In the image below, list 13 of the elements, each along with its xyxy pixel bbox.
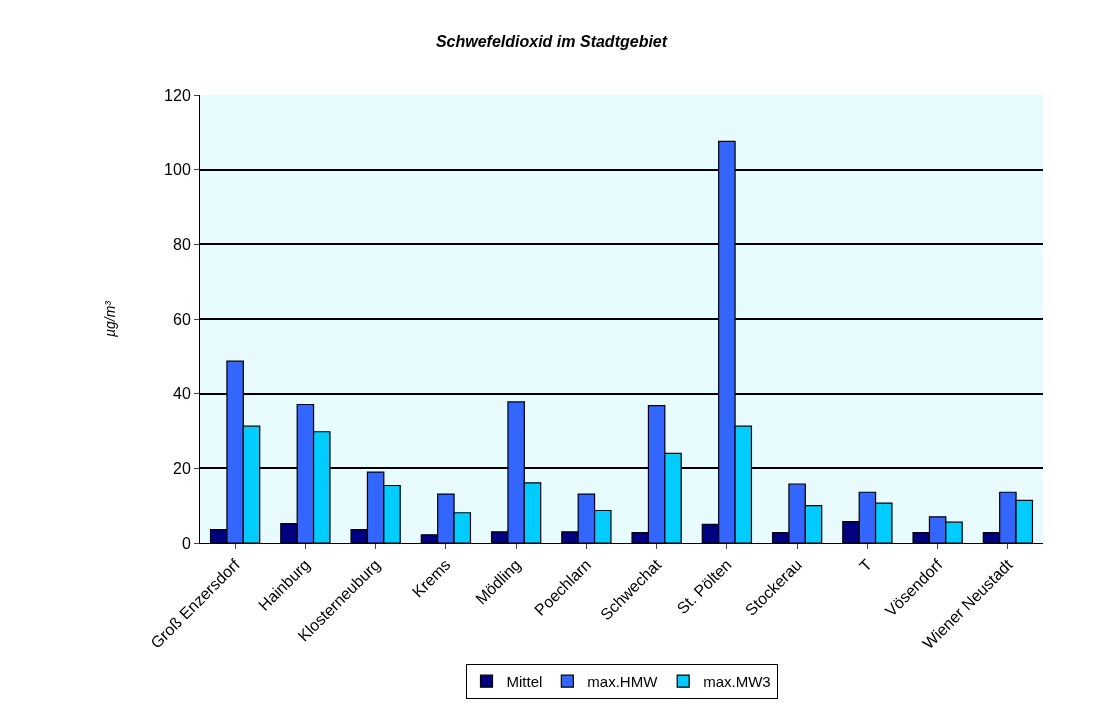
y-tick-label: 120 (164, 86, 191, 104)
y-tick-label: 20 (173, 459, 191, 477)
legend-label: max.MW3 (703, 673, 771, 691)
chart-title: Schwefeldioxid im Stadtgebiet (435, 32, 668, 50)
legend-label: Mittel (506, 673, 543, 691)
y-axis-title: µg/m³ (101, 300, 118, 338)
y-tick-label: 0 (181, 534, 191, 552)
legend-label: max.HMW (587, 673, 659, 691)
x-tick-label: T (856, 555, 876, 575)
y-tick-label: 100 (164, 161, 191, 179)
y-tick-label: 80 (173, 235, 191, 253)
y-tick-label: 40 (173, 385, 191, 403)
y-tick-label: 60 (173, 310, 191, 328)
